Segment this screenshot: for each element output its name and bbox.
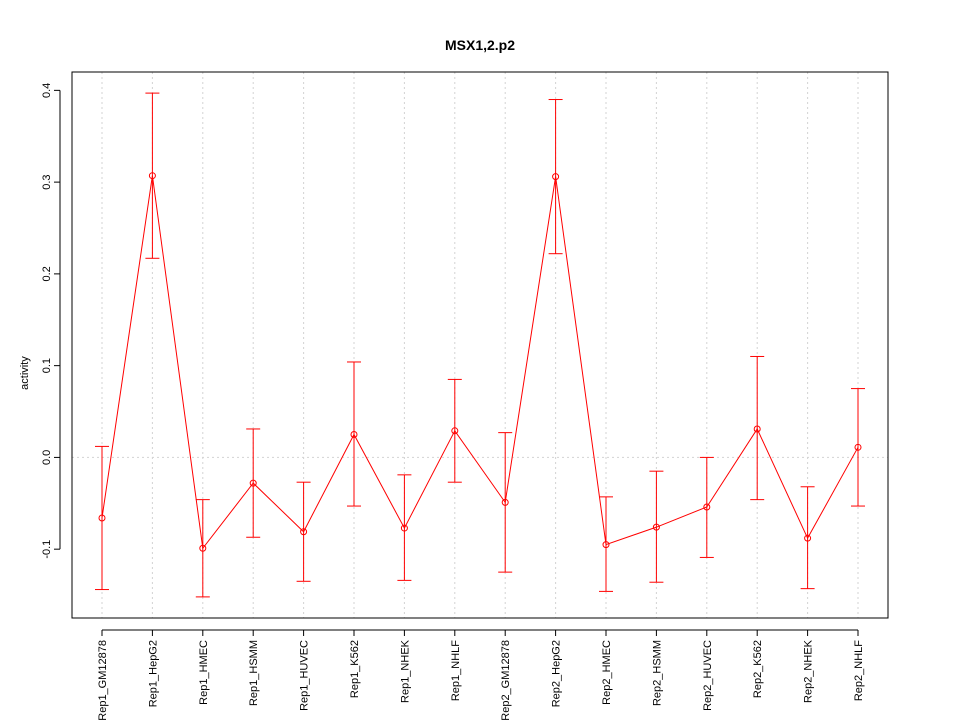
x-tick-label: Rep2_NHLF (853, 640, 865, 701)
x-tick-label: Rep2_NHEK (803, 639, 815, 703)
x-tick-label: Rep1_NHEK (399, 639, 411, 703)
data-point (400, 524, 408, 532)
data-point (148, 172, 156, 180)
y-tick-label: 0.1 (41, 358, 53, 373)
data-point (854, 443, 862, 451)
plot-frame (71, 71, 889, 619)
data-point (652, 523, 660, 531)
axes-layer: -0.1 0.0 0.1 0.2 0.3 0.4 Rep1_GM12878 Rep1_HepG… (41, 83, 865, 720)
x-tick-label: Rep2_HUVEC (702, 640, 714, 711)
data-point (804, 534, 812, 542)
x-tick-label: Rep1_NHLF (450, 640, 462, 701)
x-tick-label: Rep1_K562 (349, 640, 361, 698)
x-tick-label: Rep1_HMEC (198, 640, 210, 705)
x-tick-label: Rep1_HSMM (248, 640, 260, 706)
y-tick-label: 0.3 (41, 174, 53, 189)
x-tick-label: Rep2_HMEC (601, 640, 613, 705)
x-tick-label: Rep2_GM12878 (500, 640, 512, 720)
y-tick-label: -0.1 (41, 540, 53, 559)
y-tick-label: 0.0 (41, 450, 53, 465)
data-point (552, 173, 560, 181)
y-tick-label: 0.2 (41, 266, 53, 281)
data-point (249, 479, 257, 487)
series-line (101, 175, 859, 550)
y-axis-label: activity (19, 356, 31, 390)
chart-title: MSX1,2.p2 (445, 37, 515, 53)
data-point (300, 528, 308, 536)
data-layer (95, 92, 865, 598)
data-point (350, 430, 358, 438)
grid-layer (72, 72, 888, 618)
x-tick-label: Rep1_HepG2 (147, 640, 159, 707)
data-point (199, 544, 207, 552)
data-point (98, 514, 106, 522)
data-point (753, 425, 761, 433)
x-tick-label: Rep1_HUVEC (299, 640, 311, 711)
x-tick-label: Rep2_K562 (752, 640, 764, 698)
x-tick-label: Rep2_HSMM (651, 640, 663, 706)
y-tick-label: 0.4 (41, 83, 53, 98)
data-point (602, 541, 610, 549)
data-point (501, 498, 509, 506)
x-tick-label: Rep1_GM12878 (97, 640, 109, 720)
x-tick-label: Rep2_HepG2 (551, 640, 563, 707)
data-point (451, 427, 459, 435)
data-point (703, 503, 711, 511)
